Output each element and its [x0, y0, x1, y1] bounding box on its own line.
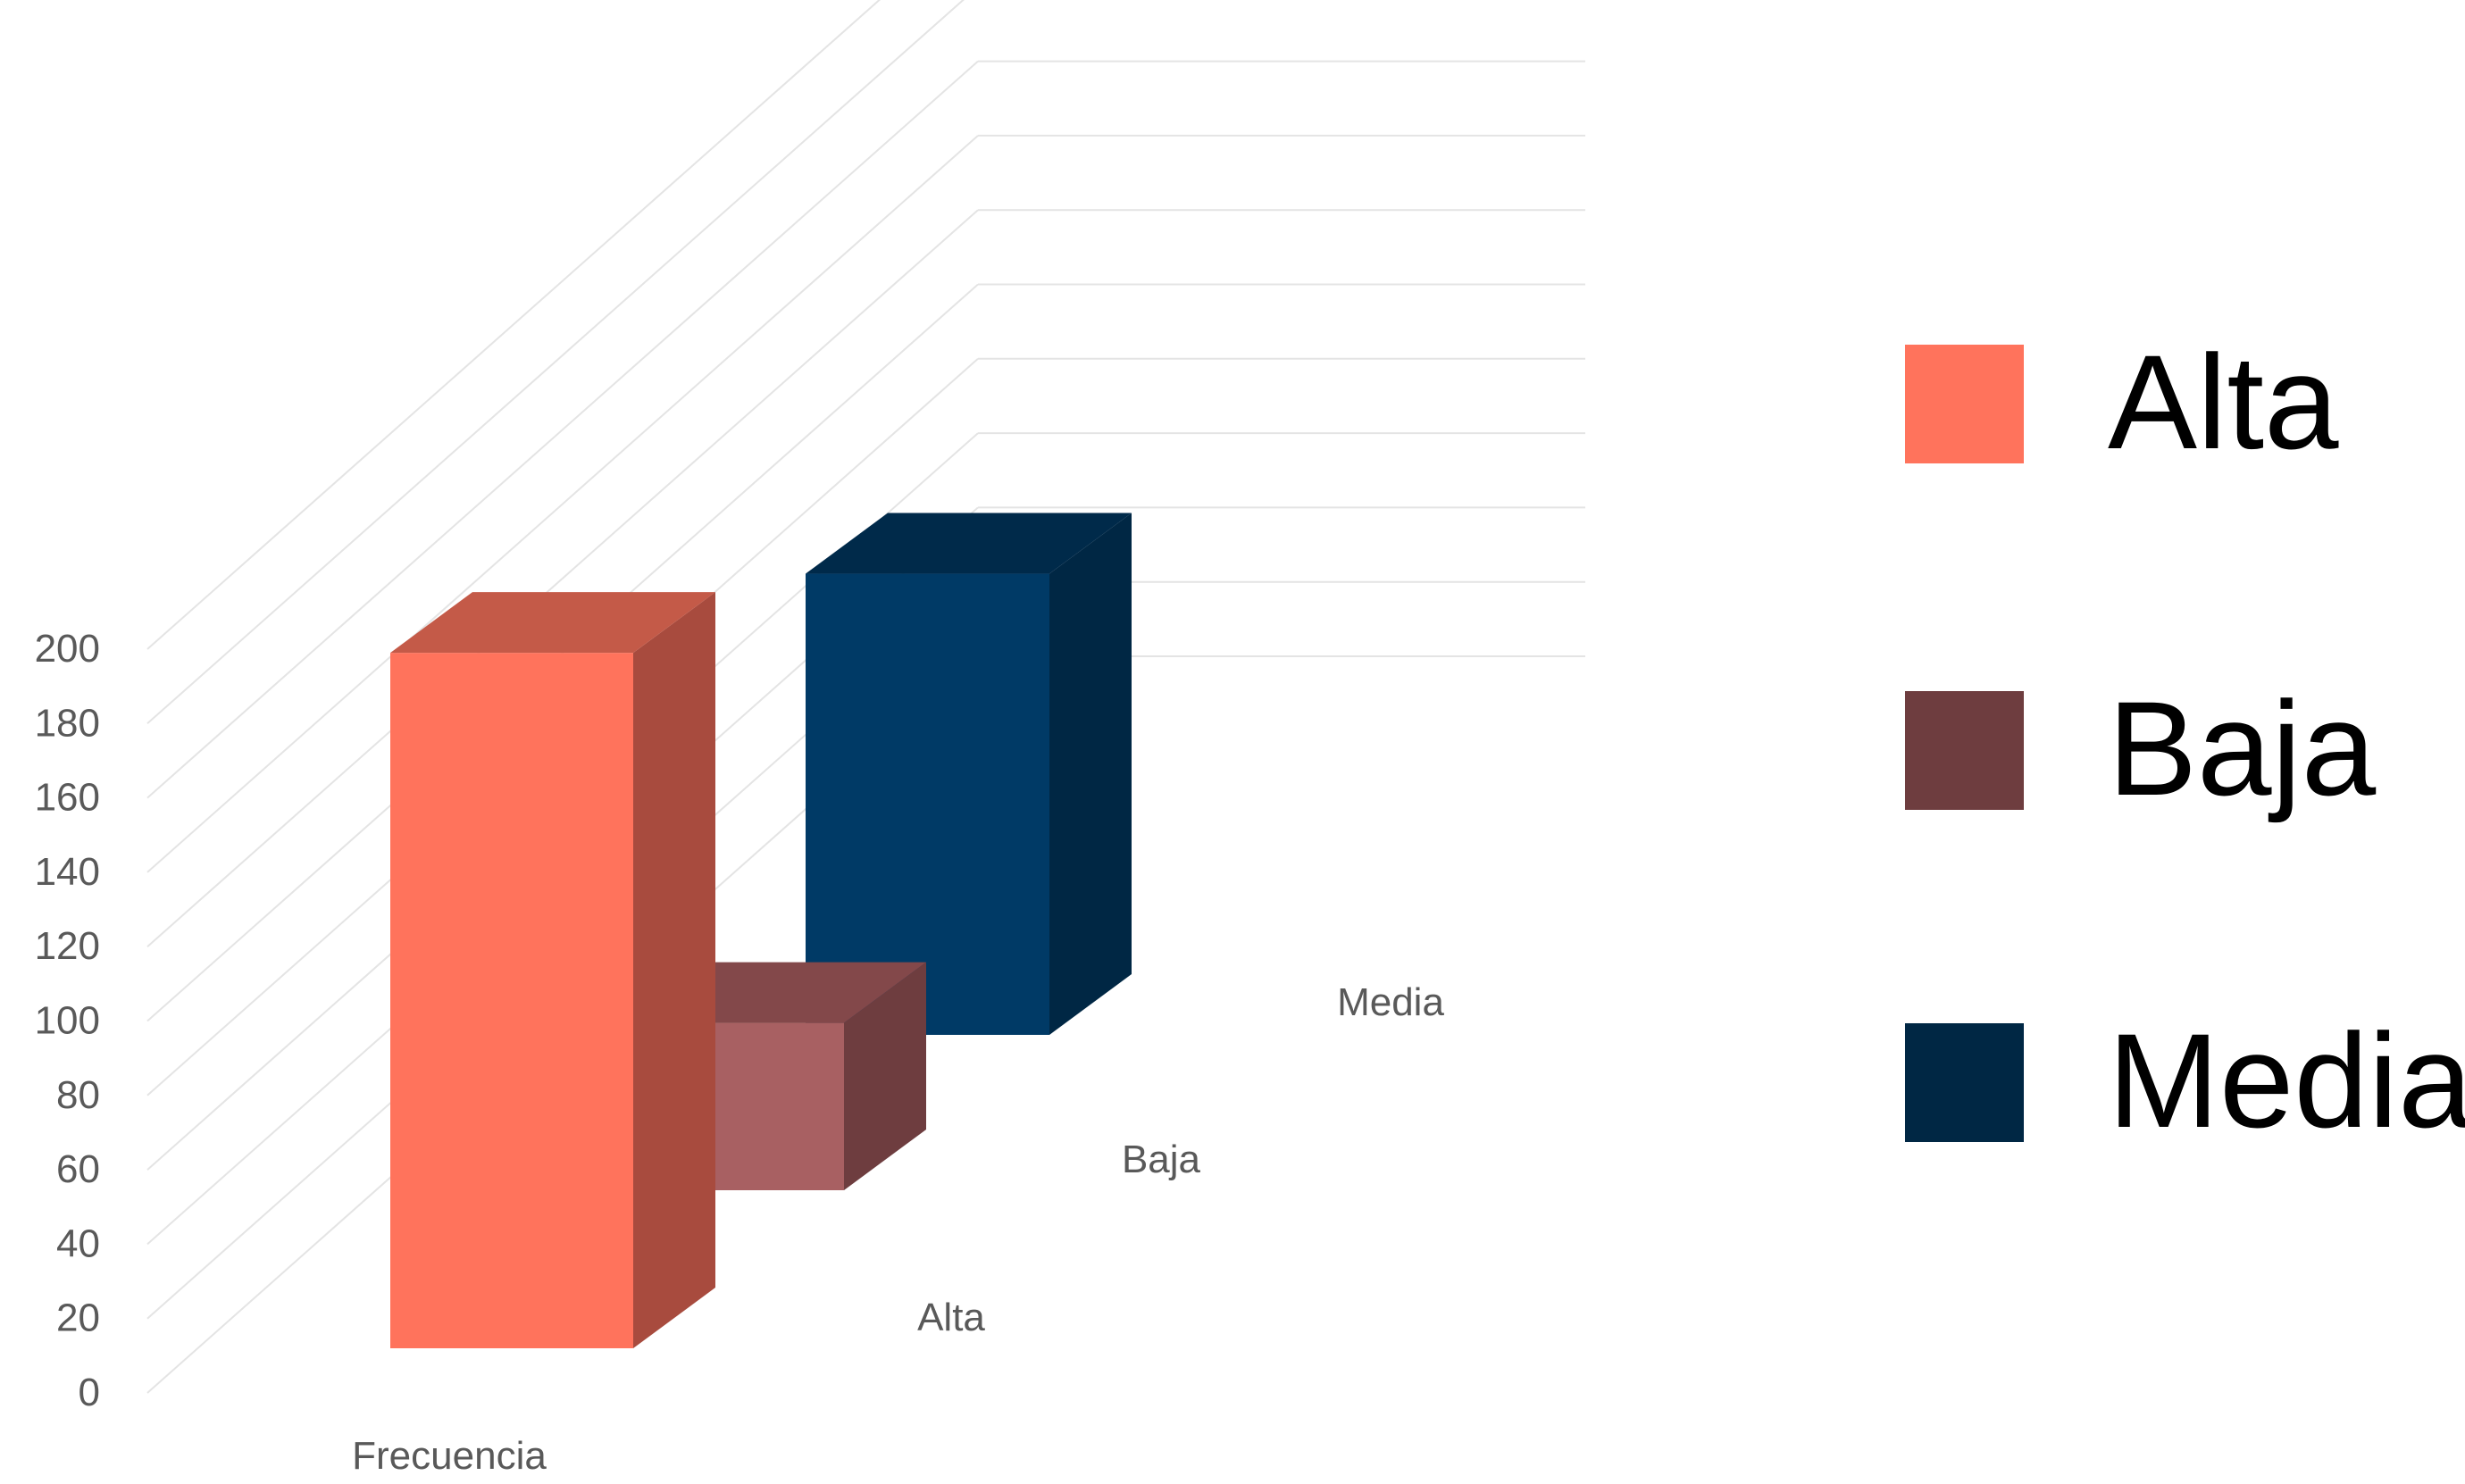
depth-axis-label: Media	[1337, 980, 1444, 1024]
legend-item: Alta	[1905, 327, 2339, 477]
legend-label: Alta	[2108, 327, 2339, 477]
depth-axis-label: Alta	[917, 1296, 985, 1339]
legend-swatch	[1905, 691, 2024, 810]
y-tick-label: 60	[56, 1147, 100, 1191]
legend-item: Baja	[1905, 673, 2377, 823]
y-tick-label: 140	[35, 850, 100, 894]
legend: Alta Baja Media	[1905, 327, 2465, 1155]
bar-side-face	[844, 962, 926, 1190]
gridline-side	[146, 60, 979, 799]
gridline-side	[146, 0, 965, 725]
gridline-side	[146, 209, 979, 947]
legend-item: Media	[1905, 1005, 2465, 1155]
x-category-label: Frecuencia	[352, 1434, 547, 1478]
depth-axis-label: Baja	[1122, 1138, 1201, 1181]
y-tick-label: 0	[79, 1371, 100, 1414]
bar-side-face	[1049, 513, 1132, 1035]
y-tick-label: 20	[56, 1296, 100, 1340]
y-axis-ticks: 0 20 40 60 80 100 120 140 160 180 200	[35, 627, 100, 1414]
legend-label: Baja	[2108, 673, 2377, 823]
y-tick-label: 160	[35, 776, 100, 820]
y-tick-label: 100	[35, 999, 100, 1043]
bar-top-face	[806, 513, 1132, 574]
bar-alta	[390, 592, 715, 1348]
category-labels: Frecuencia Alta Baja Media	[352, 980, 1444, 1478]
bar-front-face	[390, 653, 633, 1348]
gridline-side	[146, 0, 882, 650]
y-tick-label: 40	[56, 1221, 100, 1265]
bar-top-face	[390, 592, 715, 654]
bar-front-face	[806, 573, 1049, 1035]
legend-label: Media	[2108, 1005, 2465, 1155]
y-tick-label: 180	[35, 701, 100, 745]
y-tick-label: 80	[56, 1073, 100, 1117]
y-tick-label: 120	[35, 924, 100, 968]
gridline-side	[146, 135, 979, 873]
bars	[390, 513, 1132, 1348]
bar-side-face	[633, 592, 715, 1348]
legend-swatch	[1905, 1023, 2024, 1142]
bar-media	[806, 513, 1132, 1035]
gridlines	[146, 0, 1585, 1394]
y-tick-label: 200	[35, 627, 100, 671]
legend-swatch	[1905, 345, 2024, 463]
